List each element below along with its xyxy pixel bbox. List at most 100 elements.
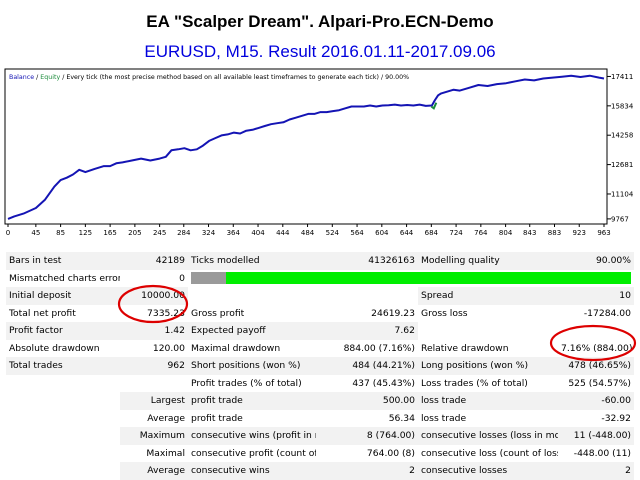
stat-label: Relative drawdown xyxy=(421,342,509,354)
x-tick-label: 205 xyxy=(128,229,141,237)
y-tick-label: 12681 xyxy=(611,161,633,169)
x-tick-label: 684 xyxy=(425,229,439,237)
stat-value: 7335.23 xyxy=(147,307,185,319)
stats-row: Total trades 962 Short positions (won %)… xyxy=(6,357,634,375)
stats-row: Initial deposit 10000.00 Spread 10 xyxy=(6,287,634,305)
y-tick-label: 9767 xyxy=(611,215,629,223)
stats-row: Average consecutive wins 2 consecutive l… xyxy=(6,462,634,480)
stat-value: 90.00% xyxy=(558,252,634,270)
stat-label: Maximum xyxy=(120,427,188,445)
x-tick-label: 444 xyxy=(276,229,290,237)
stat-value: 41326163 xyxy=(316,252,418,270)
x-tick-label: 245 xyxy=(153,229,166,237)
stat-value: 10 xyxy=(558,287,634,305)
stats-row: Maximum consecutive wins (profit in mone… xyxy=(6,427,634,445)
modelling-quality-bar-cell xyxy=(188,270,634,288)
stat-label: Long positions (won %) xyxy=(418,357,558,375)
x-tick-label: 484 xyxy=(301,229,315,237)
chart-plot-frame xyxy=(4,68,608,225)
x-tick-label: 724 xyxy=(449,229,463,237)
stat-value: 10000.00 xyxy=(120,287,188,305)
modelling-quality-bar-unfilled xyxy=(191,272,227,285)
stat-value: 120.00 xyxy=(152,342,185,354)
x-tick-label: 883 xyxy=(548,229,561,237)
stats-row: Mismatched charts errors 0 xyxy=(6,270,634,288)
stat-label: Average xyxy=(147,412,185,424)
x-tick-label: 0 xyxy=(6,229,10,237)
stats-table: Bars in test 42189 Ticks modelled 413261… xyxy=(6,252,634,480)
stats-row: Absolute drawdown 120.00 Maximal drawdow… xyxy=(6,340,634,358)
stat-value: 884.00 (7.16%) xyxy=(343,342,415,354)
stats-row: Profit trades (% of total) 437 (45.43%) … xyxy=(6,375,634,393)
stats-row: Bars in test 42189 Ticks modelled 413261… xyxy=(6,252,634,270)
chart-legend: Balance / Equity / Every tick (the most … xyxy=(9,74,409,81)
stat-label: consecutive wins (profit in money) xyxy=(188,427,316,445)
x-tick-label: 564 xyxy=(350,229,364,237)
x-tick-label: 85 xyxy=(56,229,65,237)
stat-label: Total net profit xyxy=(9,307,76,319)
y-tick-label: 17411 xyxy=(611,73,633,81)
stat-value: 764.00 (8) xyxy=(366,447,415,459)
modelling-quality-bar xyxy=(191,272,631,285)
stat-value: 437 (45.43%) xyxy=(352,377,415,389)
stats-row: Maximal consecutive profit (count of win… xyxy=(6,445,634,463)
x-tick-label: 963 xyxy=(597,229,610,237)
stat-label: Gross profit xyxy=(191,307,245,319)
stat-value: 500.00 xyxy=(316,392,418,410)
y-tick-label: 14258 xyxy=(611,132,633,140)
x-tick-label: 284 xyxy=(177,229,191,237)
x-tick-label: 404 xyxy=(251,229,265,237)
x-tick-label: 604 xyxy=(375,229,389,237)
stat-value: 42189 xyxy=(120,252,188,270)
stat-label: Modelling quality xyxy=(418,252,558,270)
stat-label: Initial deposit xyxy=(6,287,120,305)
stat-label: consecutive losses xyxy=(418,462,558,480)
stat-value: 2 xyxy=(316,462,418,480)
x-tick-label: 764 xyxy=(474,229,488,237)
stat-label: consecutive loss (count of losses) xyxy=(421,447,558,459)
stat-value: 24619.23 xyxy=(371,307,415,319)
stat-label: Short positions (won %) xyxy=(188,357,316,375)
legend-separator: / xyxy=(36,74,39,81)
report-title: EA "Scalper Dream". Alpari-Pro.ECN-Demo xyxy=(146,12,494,31)
stat-value: 0 xyxy=(179,272,185,284)
stat-label: loss trade xyxy=(418,392,558,410)
stat-label: Total trades xyxy=(6,357,120,375)
stat-value: -448.00 (11) xyxy=(573,447,631,459)
stat-label: Absolute drawdown xyxy=(9,342,100,354)
stat-value: -60.00 xyxy=(558,392,634,410)
stat-label: Maximal drawdown xyxy=(191,342,281,354)
stat-label: loss trade xyxy=(421,412,467,424)
x-tick-label: 324 xyxy=(202,229,216,237)
x-tick-label: 843 xyxy=(523,229,536,237)
stat-value: 7.62 xyxy=(316,322,418,340)
stat-value: 7.16% (884.00) xyxy=(561,342,633,354)
legend-description: / Every tick (the most precise method ba… xyxy=(62,74,409,81)
stat-label: Mismatched charts errors xyxy=(9,272,120,284)
stat-label: Gross loss xyxy=(421,307,468,319)
x-axis: 0 45 85 125 165 205 245 284 324 364 404 444 484 524 56… xyxy=(6,224,611,237)
balance-series-line xyxy=(7,74,605,220)
stat-label: consecutive wins xyxy=(188,462,316,480)
stat-value: 962 xyxy=(120,357,188,375)
x-tick-label: 45 xyxy=(31,229,40,237)
stat-value: 2 xyxy=(558,462,634,480)
x-tick-label: 165 xyxy=(103,229,116,237)
stat-label: Maximal xyxy=(146,447,185,459)
equity-series-line xyxy=(430,102,438,110)
legend-balance-label: Balance xyxy=(9,74,34,81)
stat-label: Profit trades (% of total) xyxy=(191,377,302,389)
stat-value: 525 (54.57%) xyxy=(568,377,631,389)
stat-value: 1.42 xyxy=(120,322,188,340)
stat-label: Profit factor xyxy=(6,322,120,340)
stat-label: Expected payoff xyxy=(188,322,316,340)
x-tick-label: 125 xyxy=(79,229,92,237)
stat-label: profit trade xyxy=(188,392,316,410)
stat-label: consecutive losses (loss in money) xyxy=(418,427,558,445)
stats-row: Profit factor 1.42 Expected payoff 7.62 xyxy=(6,322,634,340)
balance-chart: Balance / Equity / Every tick (the most … xyxy=(4,68,634,237)
y-tick-label: 15834 xyxy=(611,102,634,110)
stat-value: 11 (-448.00) xyxy=(558,427,634,445)
report-subtitle: EURUSD, M15. Result 2016.01.11-2017.09.0… xyxy=(144,42,496,61)
stats-row: Largest profit trade 500.00 loss trade -… xyxy=(6,392,634,410)
